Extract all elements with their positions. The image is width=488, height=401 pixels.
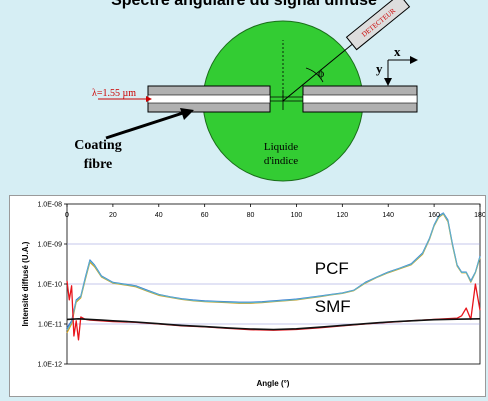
coating-label-1: Coating [74, 138, 121, 153]
y-ticks: 1.0E-08 1.0E-09 1.0E-10 1.0E-11 1.0E-12 [37, 202, 67, 369]
left-fibre-core [147, 94, 271, 104]
series-layer [66, 212, 481, 341]
x-tick-label: 180 [474, 212, 485, 219]
y-tick-label: 1.0E-08 [37, 202, 62, 209]
y-tick-label: 1.0E-12 [37, 362, 62, 369]
x-tick-label: 40 [155, 212, 163, 219]
liquid-label-1: Liquide [264, 141, 298, 153]
diagram-title: Spectre angulaire du signal diffusé [111, 0, 377, 9]
annotation-pcf: PCF [315, 259, 349, 278]
liquid-label-2: d'indice [264, 155, 298, 167]
x-arrowhead [410, 56, 418, 64]
x-tick-label: 160 [428, 212, 440, 219]
x-tick-label: 100 [291, 212, 303, 219]
y-tick-label: 1.0E-11 [38, 322, 62, 329]
diagram-panel: Spectre angulaire du signal diffusé DETE… [0, 0, 488, 190]
y-arrowhead [384, 78, 392, 86]
phi-label: ϕ [318, 66, 324, 80]
x-ticks: 0 20 40 60 80 100 120 140 160 180 [65, 204, 486, 219]
coating-arrowhead [180, 108, 194, 120]
chart-panel: 1.0E-08 1.0E-09 1.0E-10 1.0E-11 1.0E-12 0 20 4… [9, 195, 486, 397]
y-tick-label: 1.0E-09 [37, 242, 62, 249]
x-tick-label: 120 [336, 212, 348, 219]
right-fibre-core [302, 94, 418, 104]
x-tick-label: 60 [201, 212, 209, 219]
grid-layer [67, 243, 480, 325]
x-tick-label: 80 [247, 212, 255, 219]
series-line-pcf-2 [66, 212, 481, 331]
x-axis-label: Angle (°) [257, 379, 290, 388]
setup-diagram: Spectre angulaire du signal diffusé DETE… [74, 0, 418, 182]
x-tick-label: 140 [382, 212, 394, 219]
wavelength-label: λ=1.55 µm [92, 88, 136, 99]
coating-label-2: fibre [84, 157, 113, 172]
series-line-smf-4 [66, 318, 481, 331]
x-tick-label: 0 [65, 212, 69, 219]
input-arrowhead [146, 96, 152, 102]
y-axis-label: Intensité diffusé (U.A.) [21, 241, 30, 326]
x-tick-label: 20 [109, 212, 117, 219]
axis-y-label: y [376, 61, 383, 76]
coating-arrow [105, 110, 187, 140]
scatter-chart: 1.0E-08 1.0E-09 1.0E-10 1.0E-11 1.0E-12 0 20 4… [21, 202, 486, 389]
axis-x-label: x [394, 44, 401, 59]
annotation-smf: SMF [315, 297, 351, 316]
phi-arc [305, 67, 324, 83]
y-tick-label: 1.0E-10 [37, 282, 62, 289]
